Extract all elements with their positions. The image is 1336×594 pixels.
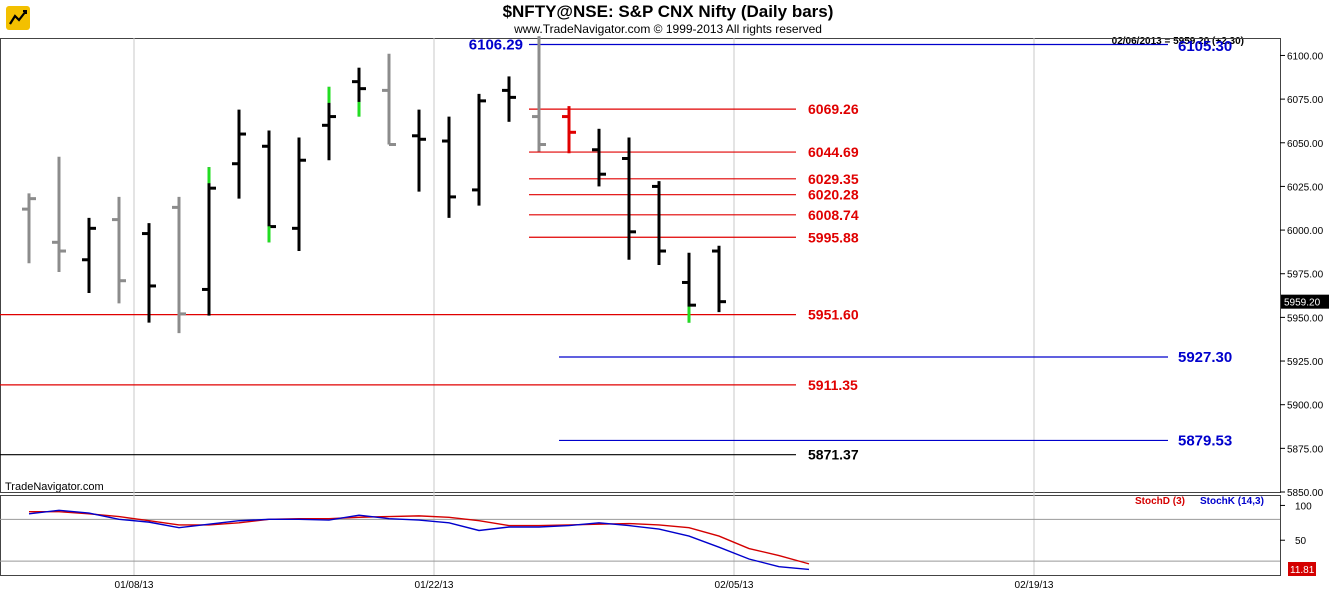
stochd-legend: StochD (3) — [1135, 496, 1185, 507]
y-tick-label: 5850.00 — [1287, 488, 1324, 499]
y-tick-label: 5975.00 — [1287, 270, 1324, 281]
ohlc-bar — [22, 193, 36, 264]
x-tick-label: 02/05/13 — [715, 580, 754, 591]
y-tick-label: 6025.00 — [1287, 182, 1324, 193]
level-label: 6106.29 — [469, 36, 523, 53]
ohlc-bar — [352, 67, 366, 117]
level-label: 6008.74 — [808, 207, 859, 223]
level-label: 5871.37 — [808, 447, 859, 463]
trade-navigator-logo-icon — [6, 6, 30, 30]
ohlc-bar — [232, 109, 246, 199]
x-tick-label: 01/08/13 — [115, 580, 154, 591]
ohlc-bar — [322, 86, 336, 161]
y-tick-label: 6075.00 — [1287, 95, 1324, 106]
stochk-legend: StochK (14,3) — [1200, 496, 1264, 507]
ohlc-bar — [172, 196, 186, 334]
ohlc-bar — [292, 137, 306, 252]
ohlc-bar — [622, 137, 636, 260]
ohlc-bar — [652, 181, 666, 265]
x-tick-label: 01/22/13 — [415, 580, 454, 591]
y-tick-label: 6100.00 — [1287, 51, 1324, 62]
level-label: 6029.35 — [808, 171, 859, 187]
ohlc-bar — [142, 223, 156, 323]
ohlc-bar — [532, 36, 546, 152]
y-tick-label: 5900.00 — [1287, 401, 1324, 412]
level-label: 5879.53 — [1178, 432, 1232, 449]
stoch-value-badge — [1288, 562, 1316, 576]
ohlc-bar — [202, 167, 216, 316]
ohlc-bar — [562, 106, 576, 154]
ohlc-bar — [382, 53, 396, 147]
y-tick-label: 6000.00 — [1287, 226, 1324, 237]
x-tick-label: 02/19/13 — [1015, 580, 1054, 591]
price-panel-frame — [0, 38, 1281, 493]
brand-label: TradeNavigator.com — [5, 481, 104, 493]
ohlc-bar — [112, 196, 126, 304]
chart-title: $NFTY@NSE: S&P CNX Nifty (Daily bars) — [502, 2, 834, 21]
ohlc-bar — [712, 245, 726, 313]
ohlc-bar — [442, 116, 456, 218]
level-label: 6069.26 — [808, 101, 859, 117]
ohlc-bar — [262, 130, 276, 243]
ohlc-bar — [412, 109, 426, 192]
ohlc-bar — [592, 128, 606, 187]
indicator-panel-frame — [0, 495, 1281, 576]
y-tick-label: 6050.00 — [1287, 139, 1324, 150]
level-label: 6020.28 — [808, 187, 859, 203]
stochk-line — [28, 509, 810, 571]
last-price-badge — [1281, 294, 1329, 309]
y-tick-label: 5875.00 — [1287, 444, 1324, 455]
stochd-line — [29, 510, 810, 565]
level-label: 5927.30 — [1178, 349, 1232, 366]
date-value: 02/06/2013 = 5959.20 (+2.30) — [1111, 36, 1244, 47]
stoch-tick-label: 100 — [1295, 501, 1312, 512]
stoch-value-label: 11.81 — [1290, 565, 1315, 576]
y-tick-label: 5950.00 — [1287, 313, 1324, 324]
ohlc-bar — [472, 93, 486, 206]
ohlc-bar — [682, 252, 696, 323]
level-label: 5911.35 — [808, 377, 858, 393]
ohlc-bar — [502, 76, 516, 122]
ohlc-bar — [52, 156, 66, 272]
level-label: 5951.60 — [808, 307, 859, 323]
stoch-tick-label: 50 — [1295, 536, 1307, 547]
chart-subtitle: www.TradeNavigator.com © 1999-2013 All r… — [514, 22, 822, 36]
ohlc-bar — [82, 217, 96, 293]
last-price-label: 5959.20 — [1284, 298, 1321, 309]
level-label: 5995.88 — [808, 229, 859, 245]
y-tick-label: 5925.00 — [1287, 357, 1324, 368]
level-label: 6044.69 — [808, 144, 859, 160]
